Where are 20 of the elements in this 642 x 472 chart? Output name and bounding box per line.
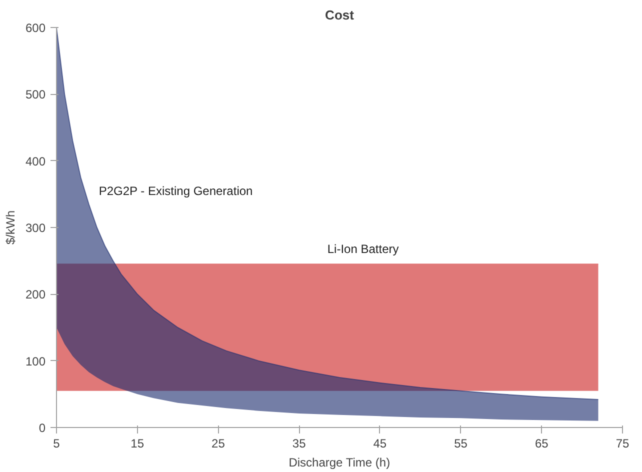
- x-tick-label: 55: [454, 436, 468, 450]
- y-tick-label: 500: [25, 88, 46, 102]
- y-tick-label: 400: [25, 154, 46, 168]
- y-tick-label: 600: [25, 21, 46, 35]
- y-tick-label: 100: [25, 354, 46, 368]
- x-tick-label: 65: [534, 436, 549, 450]
- x-tick-label: 35: [292, 436, 306, 450]
- y-tick-label: 0: [38, 421, 46, 435]
- x-tick-label: 75: [616, 436, 630, 450]
- x-tick-label: 25: [212, 436, 226, 450]
- y-tick-label: 200: [25, 288, 46, 302]
- series-label: Li-Ion Battery: [327, 242, 399, 256]
- y-tick-label: 300: [25, 221, 46, 235]
- y-axis-title: $/kWh: [3, 210, 18, 245]
- x-tick-label: 45: [373, 436, 387, 450]
- x-tick-label: 15: [130, 436, 144, 450]
- chart-title: Cost: [325, 8, 355, 22]
- x-tick-label: 5: [53, 436, 60, 450]
- x-axis-title: Discharge Time (h): [288, 456, 390, 470]
- series-label: P2G2P - Existing Generation: [98, 184, 253, 198]
